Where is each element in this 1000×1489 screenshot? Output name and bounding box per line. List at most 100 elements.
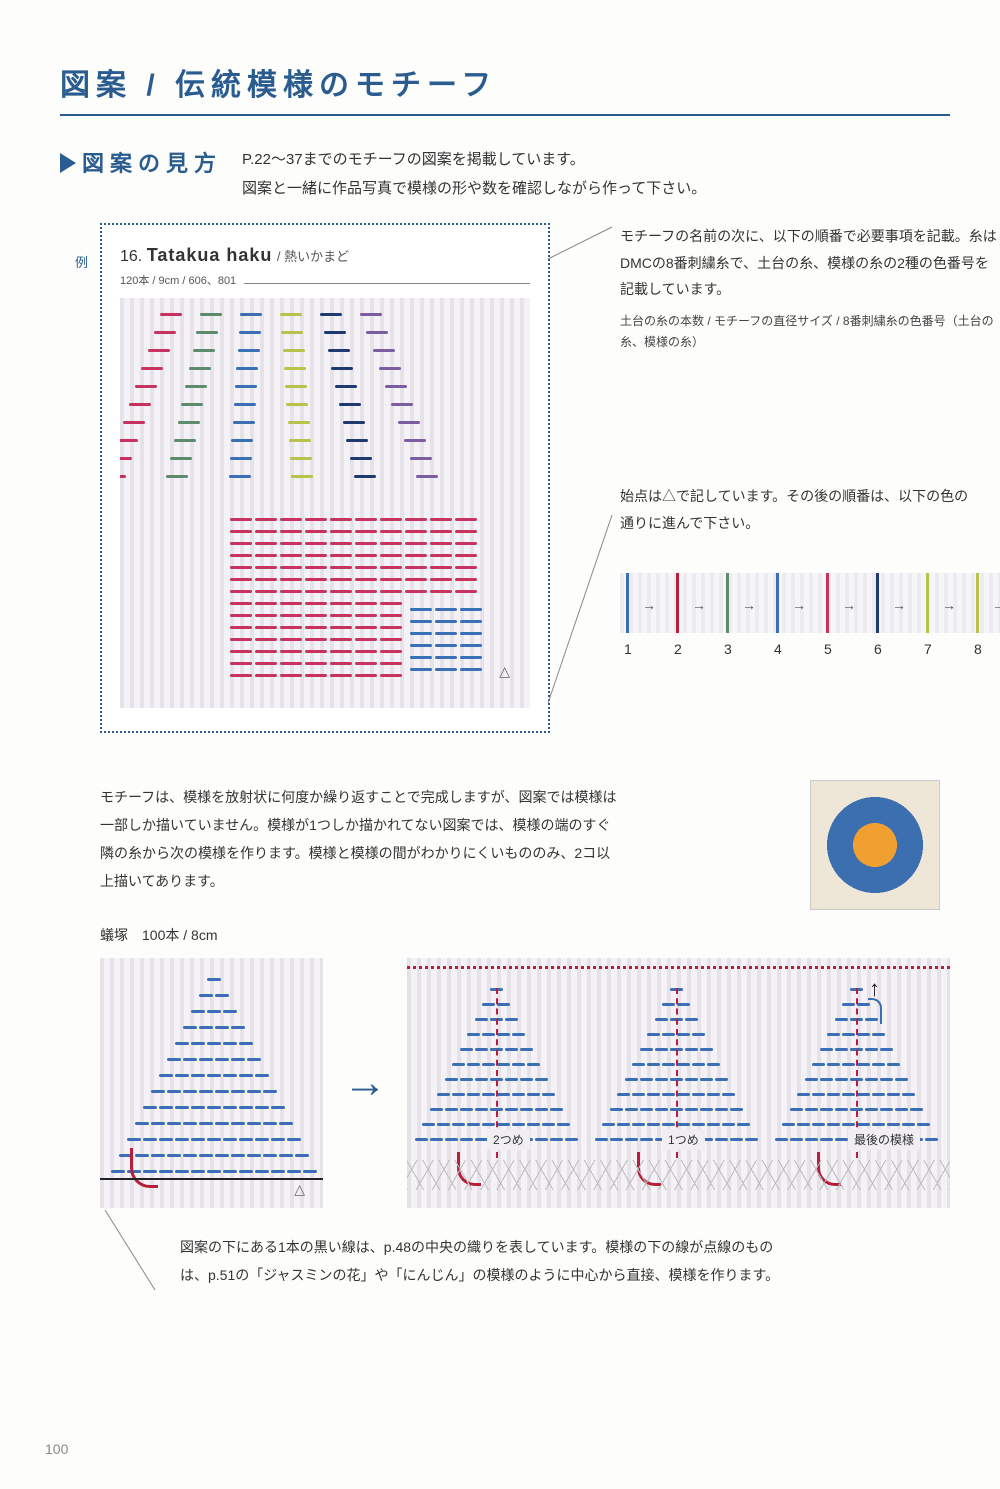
stitch bbox=[497, 1003, 510, 1006]
seq-arrow-icon: → bbox=[642, 597, 656, 613]
stitch bbox=[475, 1078, 488, 1081]
stitch bbox=[467, 1123, 480, 1126]
stitch bbox=[497, 1123, 510, 1126]
stitch bbox=[640, 1138, 653, 1141]
stitch bbox=[230, 674, 252, 677]
stitch bbox=[790, 1108, 803, 1111]
stitch bbox=[715, 1138, 728, 1141]
stitch bbox=[632, 1093, 645, 1096]
stitch bbox=[230, 614, 252, 617]
stitch bbox=[677, 1093, 690, 1096]
triangle-marker-icon bbox=[60, 153, 76, 173]
stitch bbox=[692, 1063, 705, 1066]
stitch bbox=[452, 1093, 465, 1096]
stitch bbox=[175, 1042, 189, 1045]
mid-text: モチーフは、模様を放射状に何度か繰り返すことで完成しますが、図案では模様は一部し… bbox=[100, 783, 620, 895]
stitch bbox=[460, 1048, 473, 1051]
stitch bbox=[632, 1123, 645, 1126]
stitch bbox=[460, 644, 482, 647]
stitch bbox=[255, 566, 277, 569]
stitch bbox=[320, 313, 342, 316]
stitch bbox=[255, 650, 277, 653]
stitch bbox=[215, 1122, 229, 1125]
stitch bbox=[255, 542, 277, 545]
stitch bbox=[715, 1108, 728, 1111]
stitch bbox=[175, 1170, 189, 1173]
stitch bbox=[467, 1033, 480, 1036]
stitch bbox=[328, 349, 350, 352]
stitch bbox=[925, 1138, 938, 1141]
stitch bbox=[191, 1010, 205, 1013]
stitch bbox=[185, 385, 207, 388]
stitch bbox=[805, 1108, 818, 1111]
stitch bbox=[255, 662, 277, 665]
stitch bbox=[287, 1170, 301, 1173]
stitch bbox=[700, 1048, 713, 1051]
stitch bbox=[827, 1123, 840, 1126]
seq-num: 6 bbox=[874, 641, 882, 657]
right-note-main: モチーフの名前の次に、以下の順番で必要事項を記載。糸はDMCの8番刺繍糸で、土台… bbox=[620, 223, 1000, 303]
seq-bar bbox=[726, 573, 729, 633]
stitch bbox=[435, 632, 457, 635]
stitch bbox=[154, 331, 176, 334]
stitch bbox=[820, 1138, 833, 1141]
seq-col: → 2 bbox=[670, 573, 720, 663]
stitch bbox=[782, 1123, 795, 1126]
stitch bbox=[230, 578, 252, 581]
stitch bbox=[842, 1033, 855, 1036]
stitch bbox=[512, 1093, 525, 1096]
stitch bbox=[291, 475, 313, 478]
stitch bbox=[895, 1108, 908, 1111]
stitch bbox=[820, 1108, 833, 1111]
label-second: 2つめ bbox=[487, 1129, 530, 1150]
pattern-image-3: ↑ 2つめ 1つめ 最後の模様 bbox=[407, 958, 950, 1208]
stitch bbox=[655, 1078, 668, 1081]
stitch bbox=[505, 1018, 518, 1021]
stitch bbox=[360, 313, 382, 316]
stitch bbox=[330, 530, 352, 533]
stitch bbox=[410, 656, 432, 659]
stitch bbox=[415, 1138, 428, 1141]
stitch bbox=[255, 638, 277, 641]
stitch bbox=[405, 590, 427, 593]
stitch bbox=[255, 602, 277, 605]
seq-col: → 1 bbox=[620, 573, 670, 663]
stitch bbox=[255, 626, 277, 629]
stitch bbox=[430, 1138, 443, 1141]
stitch bbox=[865, 1078, 878, 1081]
stitch bbox=[430, 554, 452, 557]
stitch bbox=[230, 542, 252, 545]
seq-arrow-icon: → bbox=[992, 597, 1000, 613]
stitch bbox=[380, 650, 402, 653]
stitch bbox=[722, 1123, 735, 1126]
stitch bbox=[290, 457, 312, 460]
example2-label: 蟻塚 100本 / 8cm bbox=[100, 925, 950, 945]
subsection-title: 図案の見方 bbox=[60, 146, 222, 178]
page-title: 図案 / 伝統模様のモチーフ bbox=[60, 60, 950, 116]
seq-bar bbox=[776, 573, 779, 633]
seq-num: 3 bbox=[724, 641, 732, 657]
example-dotted-box: 16. Tatakua haku / 熱いかまど 120本 / 9cm / 60… bbox=[100, 223, 550, 733]
stitch bbox=[527, 1093, 540, 1096]
stitch bbox=[247, 1090, 261, 1093]
stitch bbox=[655, 1018, 668, 1021]
stitch bbox=[286, 403, 308, 406]
stitch bbox=[655, 1048, 668, 1051]
seq-arrow-icon: → bbox=[942, 597, 956, 613]
stitch bbox=[330, 566, 352, 569]
stitch bbox=[430, 590, 452, 593]
stitch bbox=[640, 1048, 653, 1051]
stitch bbox=[640, 1078, 653, 1081]
stitch bbox=[700, 1078, 713, 1081]
stitch bbox=[123, 421, 145, 424]
stitch bbox=[280, 313, 302, 316]
stitch bbox=[460, 1078, 473, 1081]
stitch bbox=[339, 403, 361, 406]
stitch bbox=[230, 602, 252, 605]
pattern-image-2: △ bbox=[100, 958, 323, 1208]
stitch bbox=[857, 1093, 870, 1096]
stitch bbox=[610, 1108, 623, 1111]
stitch bbox=[380, 542, 402, 545]
stitch bbox=[405, 566, 427, 569]
stitch bbox=[183, 1026, 197, 1029]
